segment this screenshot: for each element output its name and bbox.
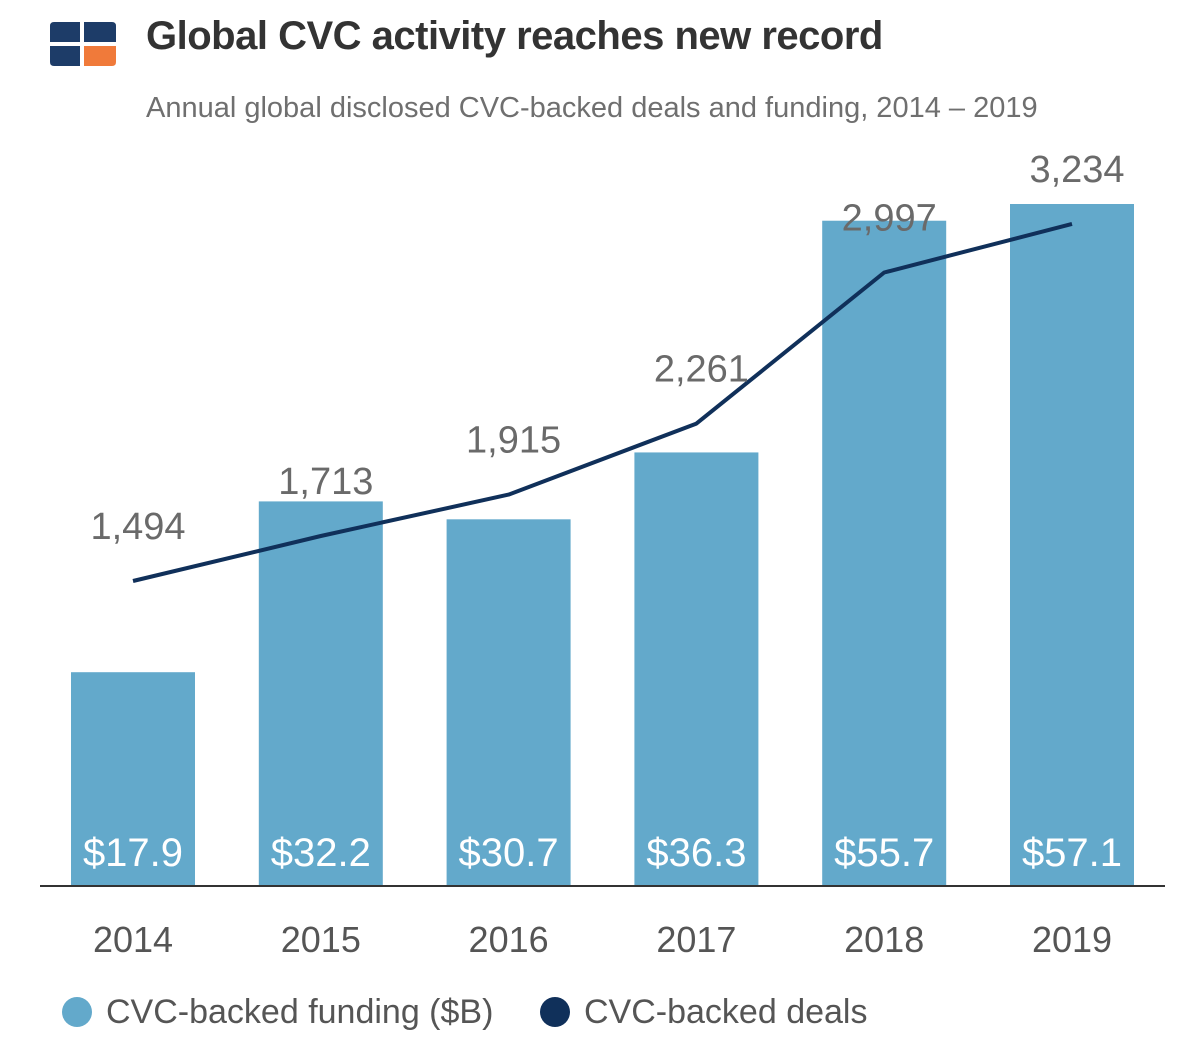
deals-line [132, 221, 1073, 583]
x-tick-label-2018: 2018 [844, 919, 924, 960]
legend-label-funding: CVC-backed funding ($B) [106, 992, 494, 1031]
bar-2018 [822, 220, 947, 886]
bar-2015 [258, 501, 383, 886]
deals-label-2018: 2,997 [842, 197, 937, 239]
x-tick-label-2014: 2014 [93, 919, 173, 960]
legend-item-deals: CVC-backed deals [540, 990, 867, 1034]
x-tick-label-2019: 2019 [1032, 919, 1112, 960]
legend-item-funding: CVC-backed funding ($B) [62, 990, 493, 1034]
x-tick-label-2016: 2016 [469, 919, 549, 960]
chart-title: Global CVC activity reaches new record [146, 14, 883, 58]
bar-label-2016: $30.7 [459, 831, 559, 875]
deals-label-2019: 3,234 [1029, 149, 1124, 191]
deals-label-2017: 2,261 [654, 349, 749, 391]
bar-2016 [446, 519, 571, 886]
deals-label-2014: 1,494 [90, 506, 185, 548]
bar-label-2014: $17.9 [83, 831, 183, 875]
bar-2014 [71, 672, 195, 886]
deals-label-2016: 1,915 [466, 420, 561, 462]
deals-label-2015: 1,713 [278, 461, 373, 503]
bar-label-2018: $55.7 [834, 831, 934, 875]
legend-swatch-deals [540, 997, 570, 1027]
bar-2017 [634, 452, 759, 886]
bar-2019 [1010, 204, 1134, 886]
bar-label-2017: $36.3 [646, 831, 746, 875]
chart-subtitle: Annual global disclosed CVC-backed deals… [146, 92, 1038, 124]
logo [50, 22, 116, 66]
x-tick-label-2017: 2017 [656, 919, 736, 960]
bar-label-2019: $57.1 [1022, 831, 1122, 875]
x-tick-label-2015: 2015 [281, 919, 361, 960]
bar-label-2015: $32.2 [271, 831, 371, 875]
legend-label-deals: CVC-backed deals [584, 992, 868, 1031]
legend-swatch-funding [62, 997, 92, 1027]
